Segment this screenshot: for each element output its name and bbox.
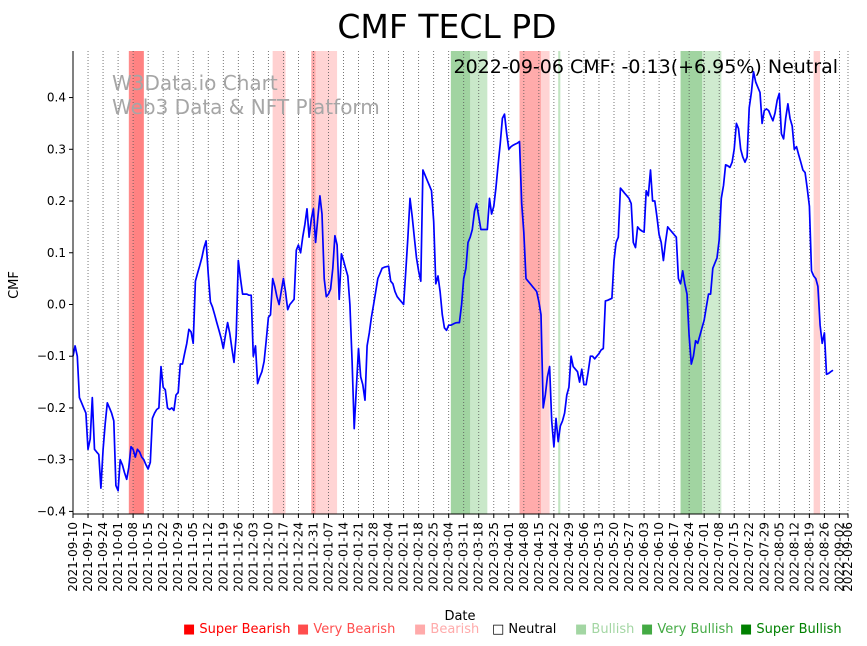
y-tick-label: −0.1 [37,349,66,363]
x-tick-label: 2022-02-11 [397,522,411,592]
x-tick-label: 2021-12-24 [291,522,305,592]
x-tick-label: 2022-02-04 [382,522,396,592]
x-tick-label: 2022-09-06 [841,522,855,592]
cmf-series [72,70,834,492]
x-tick-label: 2022-04-29 [562,522,576,592]
x-tick-label: 2022-02-18 [412,522,426,592]
legend-item-bullish: ■ Bullish [575,622,634,637]
x-axis-label: Date [444,609,475,624]
legend-item-bearish: ■ Bearish [414,622,479,637]
x-tick-label: 2022-06-10 [652,522,666,592]
x-tick-label: 2021-11-12 [201,522,215,592]
legend-item-neutral: □ Neutral [492,622,556,637]
y-axis-label: CMF [7,271,22,299]
region-very-bullish-10 [680,51,703,514]
x-tick-label: 2022-04-15 [532,522,546,592]
x-tick-label: 2022-04-22 [547,522,561,592]
x-tick-label: 2021-10-29 [171,522,185,592]
x-tick-label: 2022-01-21 [352,522,366,592]
legend: ■ Super Bearish ■ Very Bearish ■ Bearish □ … [183,622,842,637]
x-tick-label: 2022-03-25 [487,522,501,592]
x-tick-label: 2021-11-05 [186,522,200,592]
x-tick-label: 2022-01-07 [321,522,335,592]
x-tick-label: 2021-09-17 [81,522,95,592]
x-tick-label: 2022-07-22 [742,522,756,592]
legend-item-super-bullish: ■ Super Bullish [740,622,842,637]
x-tick-label: 2021-12-31 [306,522,320,592]
x-tick-label: 2022-07-29 [757,522,771,592]
y-tick-label: 0.2 [47,194,66,208]
y-tick-label: −0.2 [37,401,66,415]
x-tick-label: 2022-08-12 [787,522,801,592]
y-tick-label: 0.0 [47,297,66,311]
x-tick-label: 2022-07-01 [697,522,711,592]
cmf-line [72,70,834,492]
region-super-bearish-1 [133,51,144,514]
y-tick-label: 0.3 [47,142,66,156]
x-tick-label: 2022-09-02 [832,522,846,592]
x-tick-label: 2022-02-25 [427,522,441,592]
x-tick-label: 2022-08-19 [802,522,816,592]
region-bearish-4 [315,51,338,514]
x-tick-label: 2022-03-11 [457,522,471,592]
x-tick-label: 2022-05-20 [607,522,621,592]
latest-value-annotation: 2022-09-06 CMF: -0.13(+6.95%) Neutral [454,56,838,78]
x-tick-label: 2021-10-15 [141,522,155,592]
x-tick-label: 2022-08-26 [817,522,831,592]
x-ticks: 2021-09-10 2021-09-17 2021-09-24 2021-10-01… [66,514,855,592]
x-tick-label: 2021-12-10 [261,522,275,592]
x-tick-label: 2022-08-05 [772,522,786,592]
x-tick-label: 2022-06-24 [682,522,696,592]
y-ticks: −0.4 −0.3 −0.2 −0.1 0.0 0.1 0.2 0.3 0.4 [37,91,73,518]
x-tick-label: 2022-04-08 [517,522,531,592]
watermark-line-2: Web3 Data & NFT Platform [112,95,380,119]
x-tick-label: 2021-11-26 [231,522,245,592]
x-tick-label: 2022-01-28 [367,522,381,592]
legend-item-super-bearish: ■ Super Bearish [183,622,291,637]
region-bearish-8 [541,51,550,514]
y-tick-label: 0.4 [47,91,66,105]
x-tick-label: 2022-05-27 [622,522,636,592]
x-tick-label: 2022-07-15 [727,522,741,592]
x-tick-label: 2021-10-22 [156,522,170,592]
x-tick-label: 2022-07-08 [712,522,726,592]
y-tick-label: −0.4 [37,504,66,518]
region-very-bearish-0 [128,51,134,514]
y-tick-label: −0.3 [37,453,66,467]
x-tick-label: 2022-03-18 [472,522,486,592]
x-tick-label: 2021-12-03 [246,522,260,592]
y-tick-label: 0.1 [47,246,66,260]
x-tick-label: 2021-10-08 [126,522,140,592]
x-tick-label: 2021-12-17 [276,522,290,592]
x-tick-label: 2021-10-01 [111,522,125,592]
x-tick-label: 2022-06-03 [637,522,651,592]
x-tick-label: 2022-05-06 [577,522,591,592]
x-tick-label: 2022-05-13 [592,522,606,592]
region-bullish-9 [558,51,561,514]
x-tick-label: 2022-01-14 [336,522,350,592]
x-tick-label: 2021-09-10 [66,522,80,592]
x-tick-label: 2021-09-24 [96,522,110,592]
region-very-bullish-5 [450,51,471,514]
legend-item-very-bullish: ■ Very Bullish [641,622,733,637]
watermark: W3Data.io Chart Web3 Data & NFT Platform [112,71,380,119]
legend-item-very-bearish: ■ Very Bearish [297,622,395,637]
x-tick-label: 2022-03-04 [442,522,456,592]
sentiment-regions [128,51,821,514]
chart-title: CMF TECL PD [337,7,556,46]
watermark-line-1: W3Data.io Chart [112,71,278,95]
x-tick-label: 2022-04-01 [502,522,516,592]
x-tick-label: 2022-06-17 [667,522,681,592]
x-tick-label: 2021-11-19 [216,522,230,592]
region-bearish-2 [272,51,286,514]
